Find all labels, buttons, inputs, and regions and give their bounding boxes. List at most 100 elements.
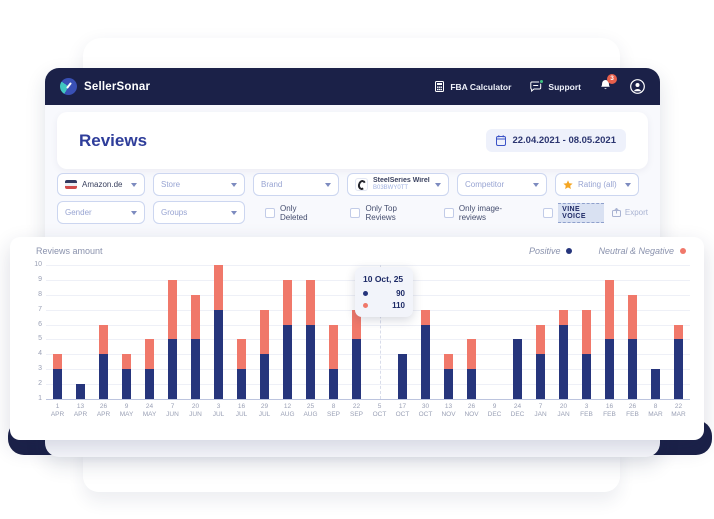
segment-positive [398,354,407,399]
segment-positive [444,369,453,399]
bar-13-apr[interactable] [69,265,92,399]
x-tick-16-feb: 16 FEB [603,403,616,419]
bar-22-mar[interactable] [667,265,690,399]
y-tick-3: 3 [38,365,42,373]
bar-20-jan[interactable] [552,265,575,399]
segment-positive [674,339,683,399]
gridline-2 [46,384,690,386]
export-button[interactable]: Export [611,208,648,217]
bar-7-jun[interactable] [161,265,184,399]
chevron-down-icon [325,182,331,187]
segment-negative [605,279,614,340]
notifications-badge: 3 [607,73,617,84]
chevron-down-icon [131,182,137,187]
gridline-10 [46,265,690,266]
bar-12-aug[interactable] [276,265,299,399]
vine-voice-checkbox[interactable]: VINE VOICE [543,202,604,223]
product-thumbnail [355,178,368,191]
bar-16-feb[interactable] [598,265,621,399]
legend-positive[interactable]: Positive [529,246,573,256]
x-tick-7-jun: 7 JUN [166,403,179,419]
bar-9-may[interactable] [115,265,138,399]
y-tick-5: 5 [38,335,42,343]
bar-13-nov[interactable] [437,265,460,399]
bar-30-oct[interactable] [414,265,437,399]
bar-29-jul[interactable] [253,265,276,399]
fba-calculator-button[interactable]: FBA Calculator [435,81,511,92]
segment-positive [605,339,614,399]
x-tick-3-jul: 3 JUL [212,403,225,419]
bar-24-dec[interactable] [506,265,529,399]
product-name: SteelSeries Wireless ... [373,176,430,184]
segment-negative [628,294,637,340]
segment-positive [260,354,269,399]
bar-20-jun[interactable] [184,265,207,399]
marketplace-select[interactable]: Amazon.de [57,173,145,196]
store-select[interactable]: Store [153,173,245,196]
segment-positive [237,369,246,399]
support-online-dot [539,79,545,84]
legend-neutral-negative-label: Neutral & Negative [598,246,674,256]
x-tick-26-nov: 26 NOV [464,403,479,419]
tooltip-row-positive: 90 [363,289,405,298]
segment-negative [559,309,568,325]
notifications-button[interactable]: 3 [600,73,617,96]
segment-negative [237,339,246,370]
segment-positive [536,354,545,399]
only-image-reviews-checkbox[interactable]: Only image-reviews [443,204,521,222]
bar-7-jan[interactable] [529,265,552,399]
x-tick-1-apr: 1 APR [50,403,65,419]
competitor-placeholder: Competitor [465,180,505,189]
segment-positive [467,369,476,399]
bar-1-apr[interactable] [46,265,69,399]
calendar-icon [496,135,507,146]
x-tick-9-may: 9 MAY [119,403,134,419]
x-tick-9-dec: 9 DEC [487,403,502,419]
segment-negative [168,279,177,340]
bar-8-mar[interactable] [644,265,667,399]
app-header: SellerSonar FBA Calculator [45,68,660,105]
legend-neutral-negative[interactable]: Neutral & Negative [598,246,686,256]
bar-3-feb[interactable] [575,265,598,399]
bar-26-nov[interactable] [460,265,483,399]
bar-17-oct[interactable] [391,265,414,399]
only-top-reviews-checkbox[interactable]: Only Top Reviews [350,204,421,222]
support-button[interactable]: Support [530,79,581,92]
bar-8-sep[interactable] [322,265,345,399]
rating-select[interactable]: Rating (all) [555,173,639,196]
date-range-picker[interactable]: 22.04.2021 - 08.05.2021 [486,129,626,152]
product-select[interactable]: SteelSeries Wireless ... B03BWY0TT [347,173,449,196]
groups-placeholder: Groups [161,208,188,217]
segment-positive [283,324,292,399]
export-icon [611,208,621,217]
competitor-select[interactable]: Competitor [457,173,547,196]
bar-3-jul[interactable] [207,265,230,399]
hover-guide-line [379,265,381,399]
x-tick-24-may: 24 MAY [142,403,157,419]
bar-16-jul[interactable] [230,265,253,399]
product-text: SteelSeries Wireless ... B03BWY0TT [373,177,430,193]
x-tick-17-oct: 17 OCT [395,403,410,419]
y-tick-6: 6 [38,320,42,328]
bar-22-sep[interactable] [345,265,368,399]
store-placeholder: Store [161,180,181,189]
segment-positive [191,339,200,399]
bar-24-may[interactable] [138,265,161,399]
bar-25-aug[interactable] [299,265,322,399]
legend-positive-label: Positive [528,246,561,256]
brand-select[interactable]: Brand [253,173,339,196]
profile-button[interactable] [630,79,645,94]
bar-9-dec[interactable] [483,265,506,399]
gender-select[interactable]: Gender [57,201,145,224]
product-asin: B03BWY0TT [373,185,409,192]
reviews-chart-card: Reviews amount Positive Neutral & Negati… [10,237,704,440]
segment-negative [421,309,430,325]
only-deleted-checkbox[interactable]: Only Deleted [265,204,320,222]
x-tick-8-mar: 8 MAR [648,403,663,419]
export-label: Export [624,208,648,217]
bar-26-feb[interactable] [621,265,644,399]
tooltip-negative-dot-icon [363,303,368,308]
bar-26-apr[interactable] [92,265,115,399]
groups-select[interactable]: Groups [153,201,245,224]
checkbox-icon [543,207,554,218]
